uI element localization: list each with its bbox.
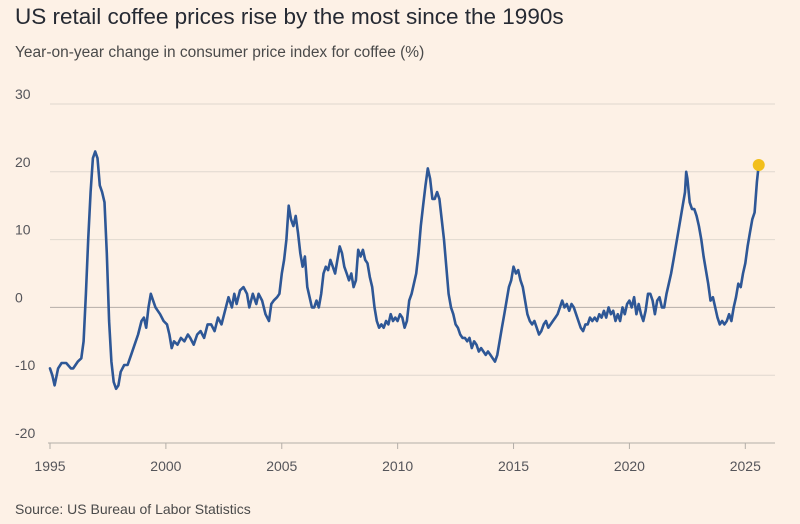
- y-tick-label: -20: [15, 425, 35, 441]
- x-tick-label: 2005: [266, 458, 297, 474]
- latest-value-marker: [752, 159, 765, 172]
- x-axis: 1995 2000 2005 2010 2015 2020 2025: [34, 442, 775, 474]
- x-tick-label: 2025: [730, 458, 761, 474]
- gridlines: [50, 103, 775, 444]
- y-tick-label: -10: [15, 357, 35, 373]
- x-tick-label: 1995: [34, 458, 65, 474]
- chart-subtitle: Year-on-year change in consumer price in…: [15, 44, 425, 61]
- x-tick-label: 2000: [150, 458, 181, 474]
- y-tick-label: 10: [15, 222, 31, 238]
- series-line-0: [48, 150, 760, 391]
- x-tick-label: 2010: [382, 458, 413, 474]
- series-layer: [48, 150, 765, 391]
- y-tick-label: 0: [15, 289, 23, 305]
- y-tick-label: 20: [15, 154, 31, 170]
- x-tick-label: 2020: [614, 458, 645, 474]
- source-note: Source: US Bureau of Labor Statistics: [15, 501, 251, 517]
- y-tick-label: 30: [15, 86, 31, 102]
- chart-title: US retail coffee prices rise by the most…: [15, 4, 564, 29]
- y-axis-labels: -20 -10 0 10 20 30: [15, 86, 35, 441]
- x-tick-label: 2015: [498, 458, 529, 474]
